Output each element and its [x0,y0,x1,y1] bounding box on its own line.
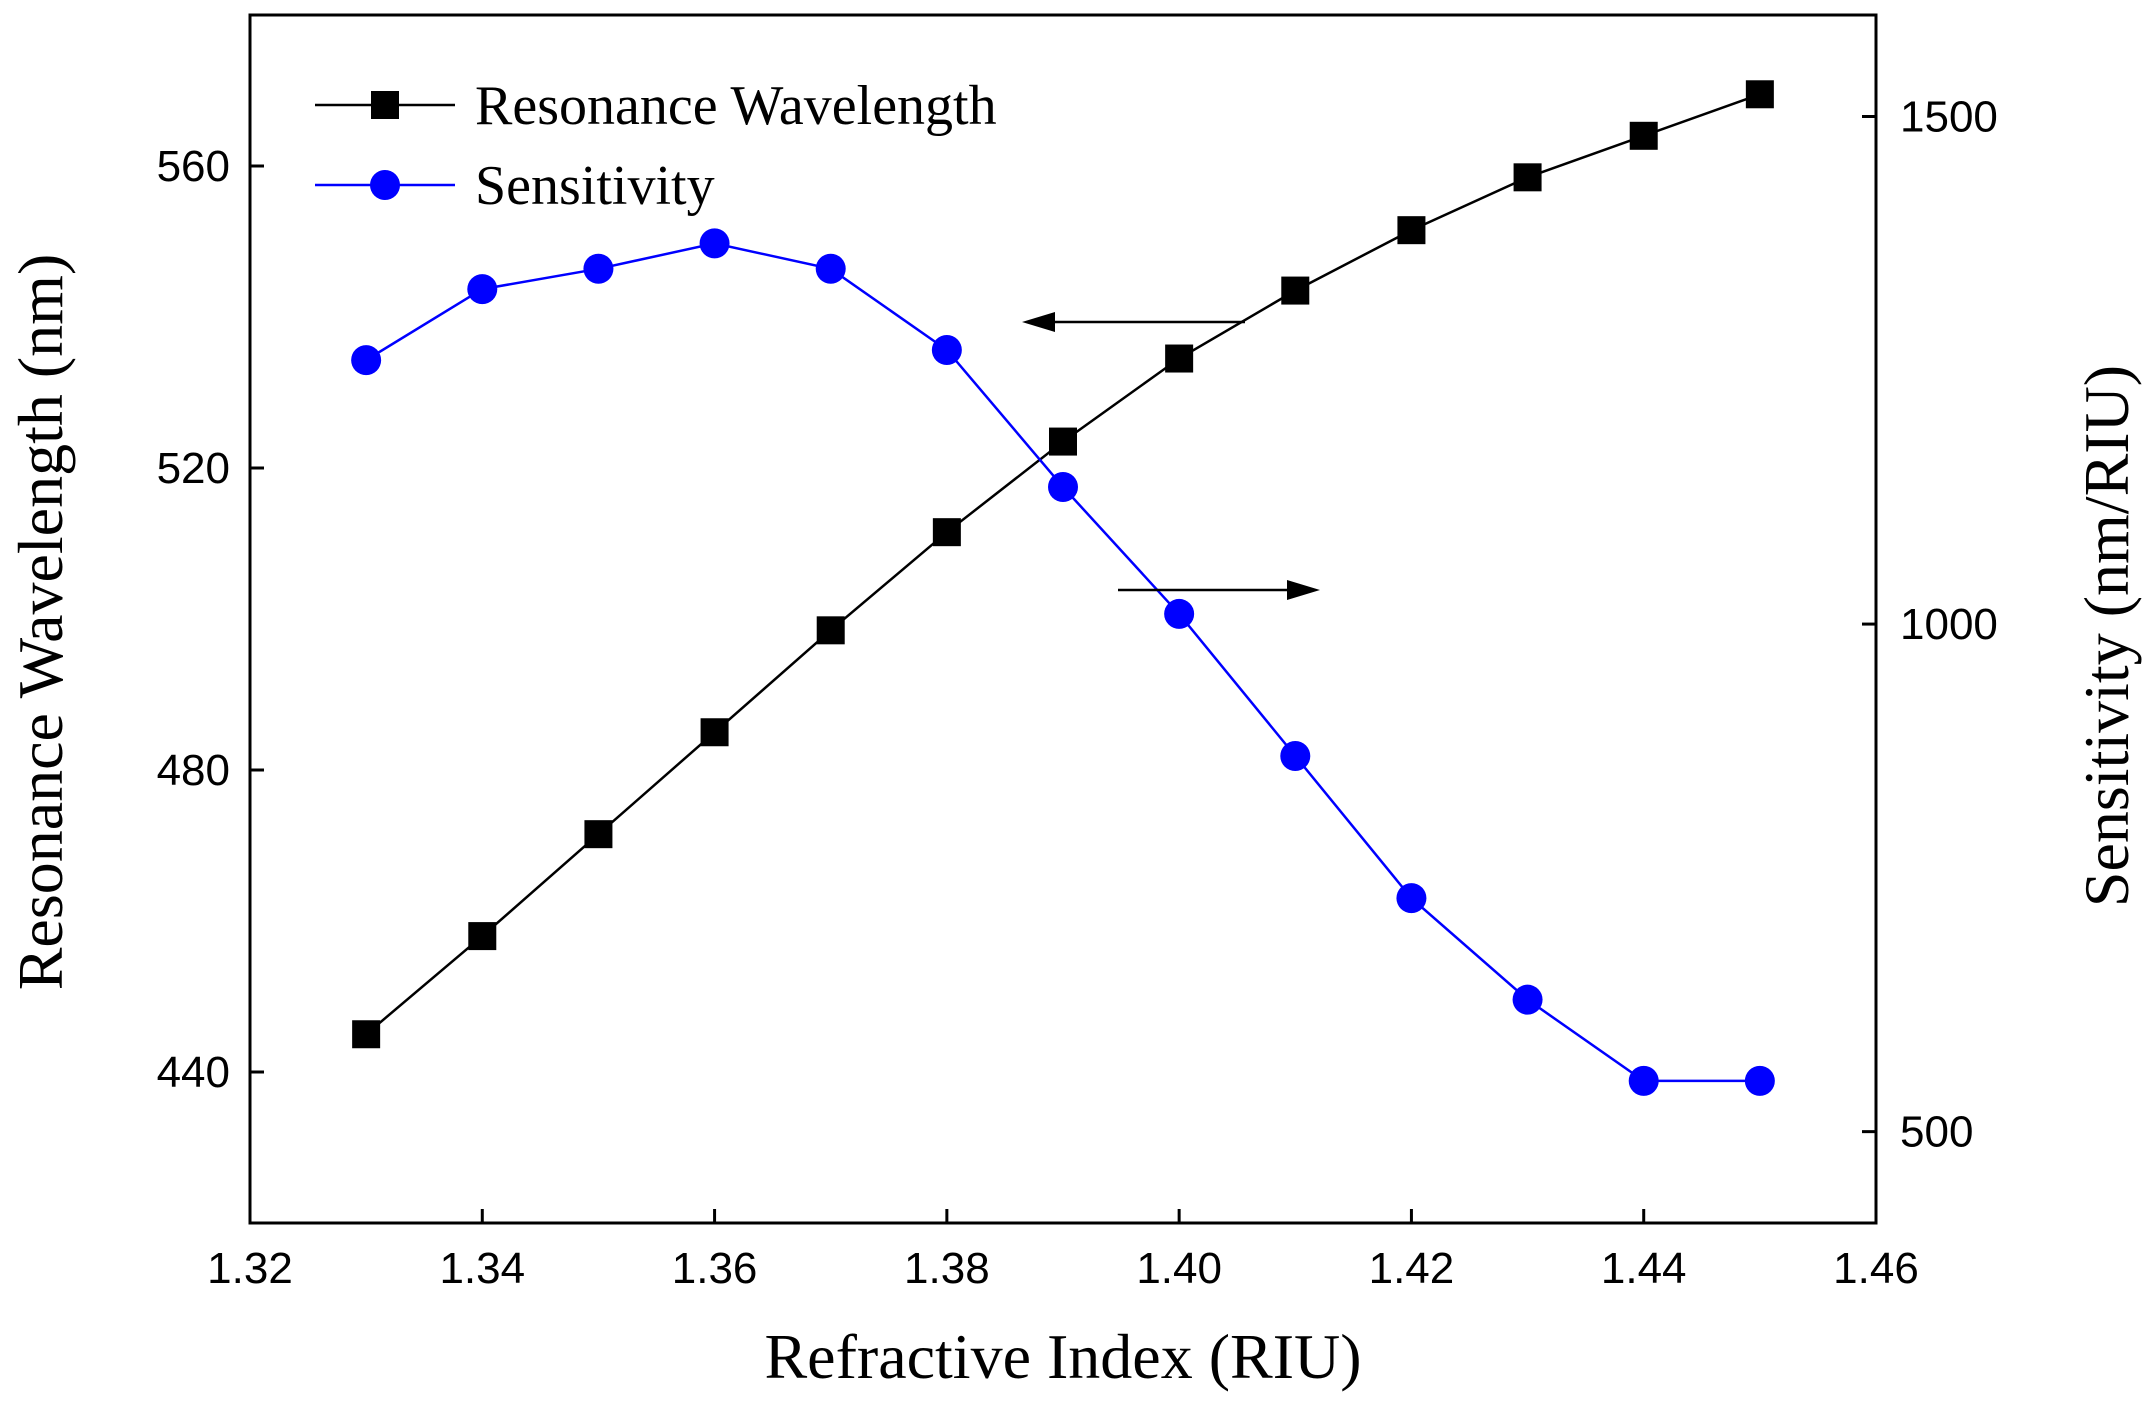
left-y-tick-label: 480 [157,746,230,795]
left-y-axis-ticks: 440 480 520 560 [157,142,264,1097]
legend: Resonance Wavelength Sensitivity [315,75,997,217]
series-line-sensitivity [365,242,1760,1083]
data-point-sensitivity [815,253,846,284]
data-point-resonance-wavelength [1629,121,1658,150]
data-point-sensitivity [351,345,382,376]
x-tick-label: 1.36 [672,1244,758,1293]
right-y-axis-title: Sensitivity (nm/RIU) [2071,365,2142,907]
x-tick-label: 1.46 [1833,1244,1919,1293]
data-point-resonance-wavelength [468,922,497,951]
data-point-resonance-wavelength [816,616,845,645]
data-point-sensitivity [1628,1065,1659,1096]
left-y-tick-label: 560 [157,142,230,191]
data-point-sensitivity [1512,984,1543,1015]
right-y-tick-label: 1000 [1900,600,1998,649]
series-layer [351,80,1775,1096]
data-point-resonance-wavelength [352,1020,381,1049]
legend-item-resonance-wavelength: Resonance Wavelength [315,75,997,137]
data-point-sensitivity [583,253,614,284]
left-y-tick-label: 520 [157,444,230,493]
x-tick-label: 1.32 [207,1244,293,1293]
legend-circle-marker [370,170,400,200]
x-axis-title: Refractive Index (RIU) [764,1321,1361,1392]
left-y-axis-title: Resonance Wavelength (nm) [5,254,76,991]
data-point-sensitivity [467,274,498,305]
right-y-axis-ticks: 500 1000 1500 [1862,93,1998,1157]
x-axis-ticks: 1.32 1.34 1.36 1.38 1.40 1.42 1.44 1.46 [207,1209,1919,1293]
data-point-resonance-wavelength [584,820,613,849]
data-point-resonance-wavelength [1513,163,1542,192]
x-tick-label: 1.42 [1369,1244,1455,1293]
x-tick-label: 1.44 [1601,1244,1687,1293]
data-point-sensitivity [699,228,730,259]
data-point-resonance-wavelength [1745,80,1774,109]
right-y-tick-label: 1500 [1900,93,1998,142]
left-y-tick-label: 440 [157,1048,230,1097]
data-point-sensitivity [1164,598,1195,629]
data-point-sensitivity [931,334,962,365]
right-axis-arrow [1118,580,1320,600]
x-tick-label: 1.40 [1136,1244,1222,1293]
legend-item-sensitivity: Sensitivity [315,155,715,217]
legend-square-marker [371,91,399,119]
data-point-resonance-wavelength [1165,344,1194,373]
series-line-resonance-wavelength [365,93,1761,1036]
right-y-tick-label: 500 [1900,1108,1973,1157]
data-point-resonance-wavelength [1281,276,1310,305]
plot-frame [248,13,1878,1225]
data-point-sensitivity [1280,741,1311,772]
x-tick-label: 1.38 [904,1244,990,1293]
legend-label-resonance-wavelength: Resonance Wavelength [475,75,997,137]
x-tick-label: 1.34 [439,1244,525,1293]
data-point-sensitivity [1048,472,1078,503]
legend-label-sensitivity: Sensitivity [475,155,715,217]
left-axis-arrow [1022,312,1245,332]
data-point-resonance-wavelength [700,718,729,747]
data-point-sensitivity [1744,1065,1775,1096]
data-point-resonance-wavelength [932,518,961,547]
data-point-resonance-wavelength [1049,427,1077,456]
data-point-sensitivity [1396,883,1427,914]
data-point-resonance-wavelength [1397,216,1426,245]
